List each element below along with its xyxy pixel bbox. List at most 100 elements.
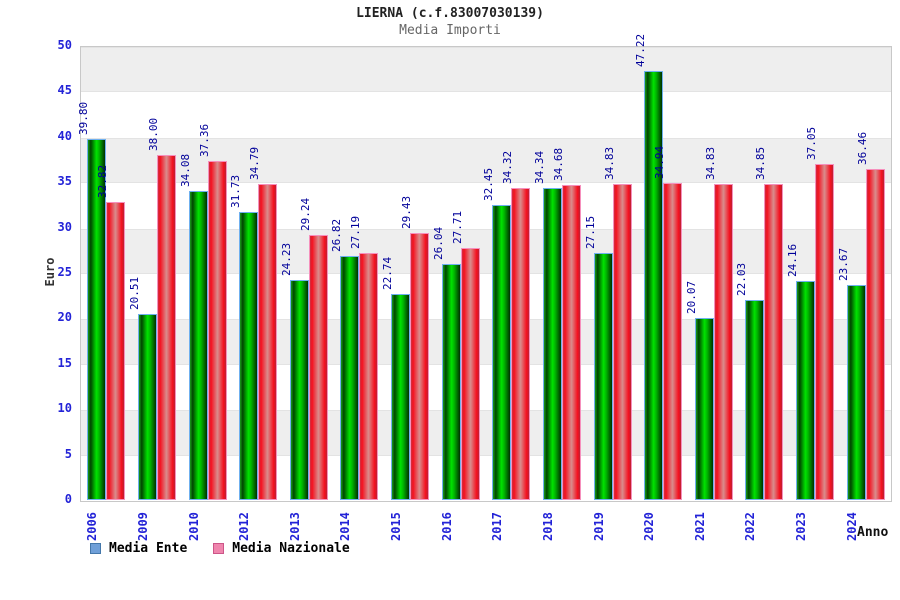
x-tick-label-2018: 2018 — [540, 512, 555, 541]
y-tick-label: 0 — [64, 492, 72, 506]
bar-media-nazionale-2020 — [663, 182, 683, 500]
bar-media-ente-2006 — [87, 138, 107, 500]
bar-media-nazionale-2023 — [815, 163, 835, 500]
bar-media-ente-2012 — [239, 211, 259, 500]
bar-value-label: 37.36 — [197, 123, 211, 157]
bar-media-nazionale-2019 — [612, 183, 632, 500]
x-tick-label-2023: 2023 — [794, 512, 809, 541]
bar-media-ente-2016 — [441, 263, 461, 500]
bar-media-nazionale-2015 — [410, 232, 430, 500]
bar-media-nazionale-2012 — [258, 184, 278, 500]
bar-media-nazionale-2010 — [207, 160, 227, 500]
bar-value-label: 27.71 — [450, 211, 464, 245]
bar-value-label: 34.32 — [501, 151, 515, 185]
bar-value-label: 20.51 — [127, 276, 141, 310]
chart-title: LIERNA (c.f.83007030139) — [356, 6, 544, 21]
legend-label-media-nazionale: Media Nazionale — [232, 541, 350, 556]
y-tick-label: 20 — [57, 310, 72, 325]
bar-media-nazionale-2021 — [713, 183, 733, 500]
bar-media-ente-2009 — [137, 313, 157, 500]
bar-value-label: 22.03 — [735, 262, 749, 296]
y-tick-label: 40 — [57, 128, 72, 143]
bar-value-label: 34.34 — [532, 151, 546, 185]
bar-value-label: 23.67 — [836, 247, 850, 282]
x-tick-label-2010: 2010 — [186, 512, 201, 541]
x-tick-label-2015: 2015 — [389, 512, 404, 541]
bar-media-ente-2017 — [492, 205, 512, 500]
bar-media-ente-2023 — [796, 280, 816, 500]
bar-media-ente-2018 — [542, 188, 562, 500]
x-tick-label-2020: 2020 — [642, 512, 657, 541]
legend-swatch-media-ente-icon — [90, 543, 101, 554]
bar-media-ente-2022 — [745, 299, 765, 500]
bar-media-ente-2020 — [644, 71, 664, 500]
x-tick-label-2013: 2013 — [287, 512, 302, 541]
bar-value-label: 34.94 — [653, 145, 667, 179]
bar-value-label: 34.68 — [551, 147, 565, 182]
bar-media-ente-2010 — [188, 190, 208, 500]
x-tick-label-2022: 2022 — [743, 512, 758, 541]
bar-value-label: 39.80 — [77, 101, 91, 135]
bar-media-ente-2021 — [694, 317, 714, 500]
bar-value-label: 32.45 — [482, 168, 496, 202]
legend: Media Ente Media Nazionale — [90, 541, 368, 556]
x-tick-label-2012: 2012 — [237, 512, 252, 541]
x-tick-label-2021: 2021 — [692, 512, 707, 541]
bar-value-label: 26.82 — [330, 219, 344, 253]
bar-value-label: 34.85 — [754, 146, 768, 180]
bar-value-label: 24.16 — [786, 243, 800, 277]
grid-band — [81, 92, 891, 138]
bar-value-label: 27.19 — [349, 215, 363, 250]
y-tick-label: 45 — [57, 83, 72, 98]
bar-media-ente-2024 — [846, 285, 866, 500]
bar-value-label: 34.83 — [602, 146, 616, 180]
bar-media-nazionale-2013 — [308, 234, 328, 500]
y-tick-label: 5 — [64, 446, 72, 461]
bar-value-label: 34.83 — [703, 146, 717, 180]
x-tick-label-2009: 2009 — [135, 512, 150, 541]
x-tick-label-2019: 2019 — [591, 512, 606, 541]
bar-value-label: 34.08 — [178, 153, 192, 187]
bar-value-label: 29.43 — [400, 195, 414, 229]
bar-value-label: 27.15 — [583, 216, 597, 250]
bar-value-label: 37.05 — [805, 126, 819, 160]
bar-media-nazionale-2014 — [359, 253, 379, 500]
bar-value-label: 34.79 — [248, 146, 262, 181]
bar-value-label: 22.74 — [381, 256, 395, 290]
bar-media-nazionale-2022 — [764, 183, 784, 500]
bar-media-ente-2015 — [391, 293, 411, 500]
y-tick-label: 25 — [57, 265, 72, 279]
bar-media-nazionale-2018 — [561, 185, 581, 500]
bar-value-label: 36.46 — [855, 131, 869, 165]
bar-media-nazionale-2009 — [156, 154, 176, 500]
bar-value-label: 31.73 — [229, 174, 243, 208]
bar-value-label: 32.82 — [96, 164, 110, 198]
y-tick-label: 50 — [57, 38, 72, 52]
bar-media-nazionale-2017 — [511, 188, 531, 500]
bar-media-ente-2013 — [289, 279, 309, 500]
bar-media-ente-2019 — [593, 253, 613, 500]
bar-value-label: 47.22 — [634, 34, 648, 68]
grid-band — [81, 47, 891, 93]
y-tick-label: 10 — [57, 401, 72, 416]
chart-subtitle: Media Importi — [399, 23, 501, 38]
bar-value-label: 20.07 — [684, 280, 698, 314]
bar-value-label: 29.24 — [298, 197, 312, 231]
y-tick-label: 15 — [57, 355, 72, 370]
x-tick-label-2016: 2016 — [439, 512, 454, 541]
x-tick-label-2014: 2014 — [338, 512, 353, 541]
bar-value-label: 24.23 — [279, 242, 293, 276]
bar-media-nazionale-2006 — [106, 201, 126, 500]
y-tick-label: 35 — [57, 174, 72, 189]
bar-media-nazionale-2024 — [865, 168, 885, 500]
bar-media-nazionale-2016 — [460, 248, 480, 500]
y-tick-label: 30 — [57, 219, 72, 234]
bar-media-ente-2014 — [340, 256, 360, 500]
legend-label-media-ente: Media Ente — [109, 541, 188, 556]
x-tick-label-2017: 2017 — [490, 512, 505, 541]
x-axis-title: Anno — [857, 525, 889, 540]
bar-value-label: 38.00 — [146, 117, 160, 151]
legend-swatch-media-nazionale-icon — [213, 543, 225, 554]
x-tick-label-2006: 2006 — [85, 512, 100, 541]
